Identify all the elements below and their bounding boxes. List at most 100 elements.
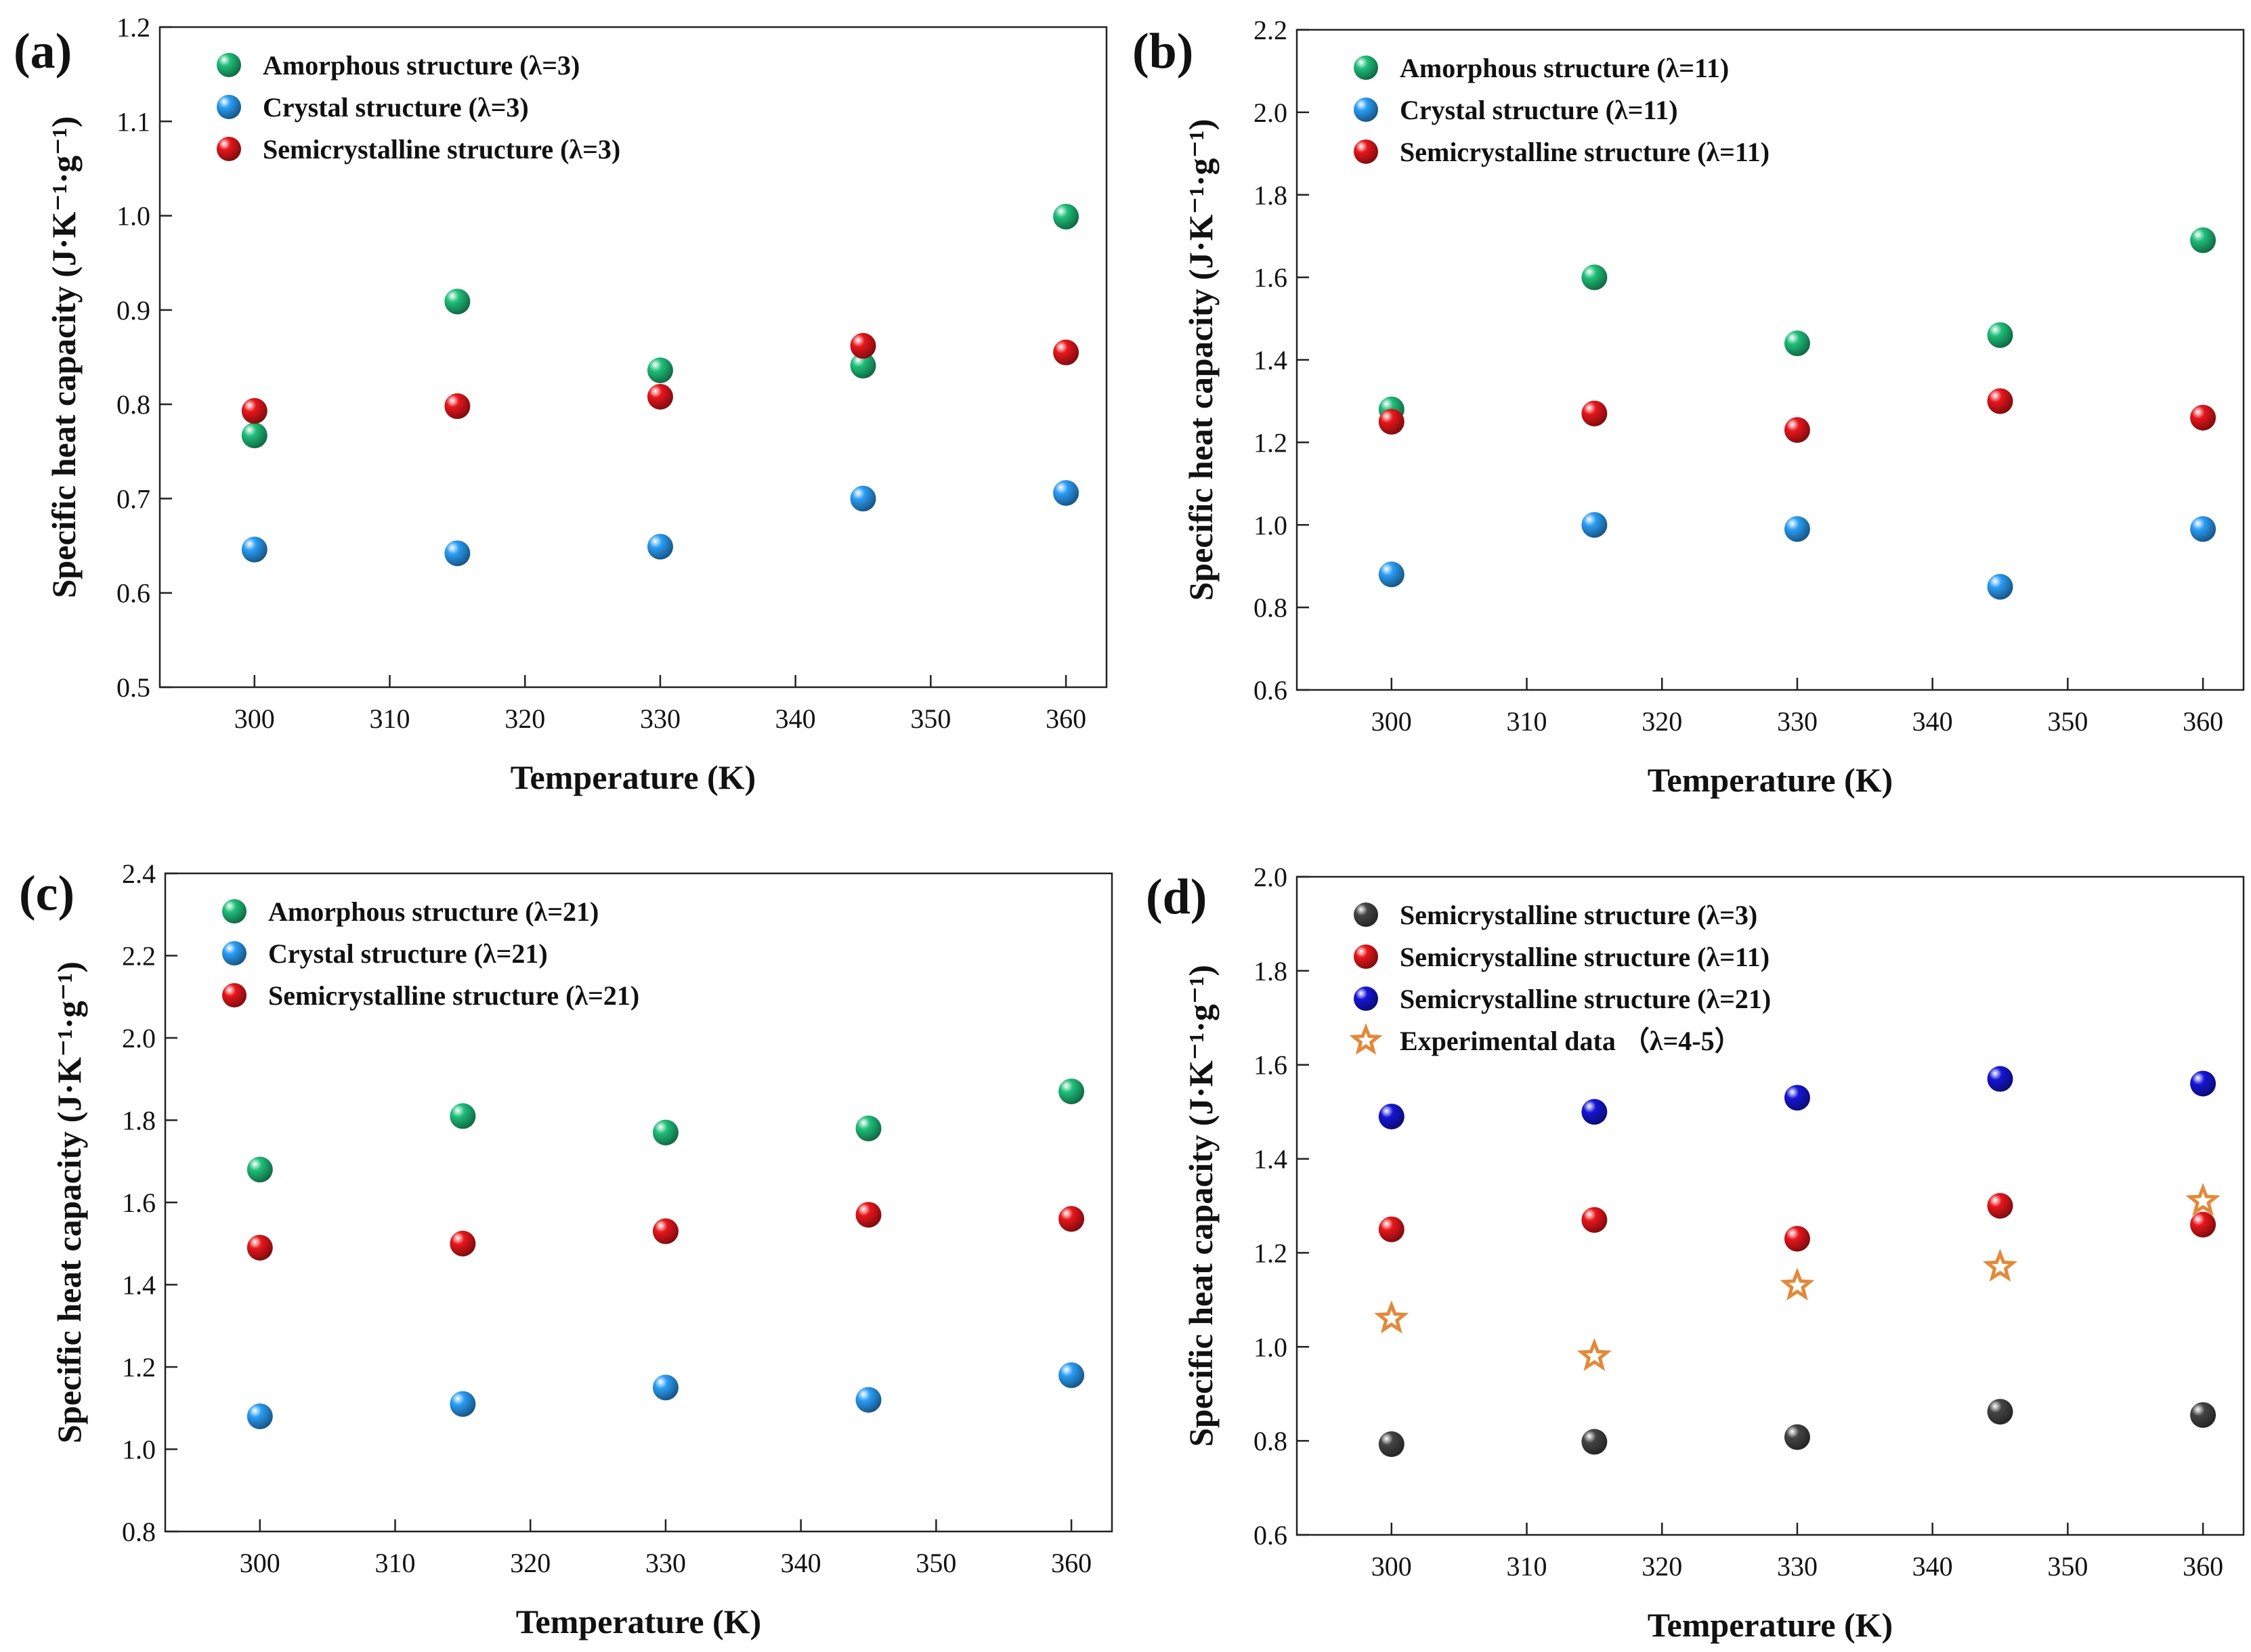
data-point [2190,1070,2216,1097]
data-point [1581,264,1608,290]
data-point [2190,227,2216,253]
legend: Amorphous structure (λ=11) Crystal struct… [1354,53,1770,167]
y-tick-label: 0.5 [116,672,150,703]
data-point [241,536,267,563]
panel-label: (a) [14,24,72,79]
legend-label: Semicrystalline structure (λ=21) [1400,984,1771,1014]
legend-marker [217,137,241,161]
data-point [1987,1193,2013,1219]
legend-label: Semicrystalline structure (λ=11) [1400,137,1770,167]
y-tick-label: 2.2 [122,941,156,972]
y-tick-label: 1.4 [1253,1144,1287,1175]
y-tick-label: 1.2 [1253,1238,1287,1268]
data-point [1058,1078,1085,1104]
data-point [241,422,267,449]
y-tick-label: 2.2 [1253,15,1287,45]
chart-panel: (a) 300 310 320 330 340 350 360 0.5 0.6 0.7 0.8 0.9 1… [14,12,1108,796]
legend-marker [222,983,246,1007]
x-tick-label: 320 [1642,1551,1682,1582]
legend-marker [1354,903,1378,927]
y-tick-label: 2.0 [122,1023,156,1053]
y-tick-label: 1.4 [1253,345,1287,376]
legend-label: Crystal structure (λ=11) [1400,95,1678,125]
data-point [1378,1216,1405,1242]
x-tick-label: 310 [370,703,410,734]
y-tick-label: 0.8 [1253,592,1287,623]
plot-frame [158,26,1108,689]
y-tick-label: 1.8 [1253,956,1287,986]
data-point [246,1234,273,1261]
data-point [1581,1099,1608,1125]
data-point [850,485,876,512]
data-point [444,288,471,315]
data-point [1784,1225,1810,1252]
data-point [1581,1429,1608,1455]
x-tick-label: 350 [910,703,951,734]
data-point [1378,561,1405,588]
legend: Amorphous structure (λ=3) Crystal structu… [217,50,620,165]
y-axis-title: Specific heat capacity (J·K⁻¹·g⁻¹) [50,961,88,1443]
plot-frame [1295,875,2245,1536]
data-point [241,397,267,424]
y-tick-label: 1.6 [1253,1050,1287,1081]
y-tick-label: 1.2 [122,1352,156,1383]
legend-marker [1354,944,1378,969]
y-tick-label: 1.1 [116,106,150,137]
legend: Amorphous structure (λ=21) Crystal struct… [222,896,639,1011]
data-point [1378,1104,1405,1130]
data-point [855,1115,882,1142]
x-tick-label: 350 [2047,706,2088,737]
y-tick-label: 0.6 [116,578,150,609]
data-point [1784,417,1810,443]
y-tick-label: 2.4 [122,858,156,889]
data-points [241,203,1079,567]
x-tick-label: 340 [775,703,816,734]
legend-label: Semicrystalline structure (λ=11) [1400,942,1770,972]
x-tick-label: 310 [375,1548,416,1578]
x-tick-label: 310 [1507,706,1547,737]
data-point [1784,516,1810,542]
legend-marker [222,899,246,923]
y-axis-title: Specific heat capacity (J·K⁻¹·g⁻¹) [45,116,83,599]
y-tick-label: 1.2 [116,12,150,43]
x-axis-title: Temperature (K) [1648,761,1893,799]
chart-panel: (c) 300 310 320 330 340 350 360 0.8 1.0 1.2 1.4 1.6 1… [19,858,1113,1640]
x-tick-label: 360 [1046,703,1086,734]
data-point [1784,330,1810,357]
x-tick-label: 360 [2183,1551,2223,1582]
data-point [2190,1211,2216,1238]
legend-marker [217,53,241,77]
data-point [444,540,471,567]
panel-label: (d) [1146,869,1207,925]
x-tick-label: 320 [1642,706,1682,737]
data-point [1987,573,2013,600]
legend-marker [1349,1023,1383,1055]
data-point [647,384,673,410]
y-tick-label: 1.6 [122,1188,156,1218]
x-tick-label: 330 [1777,1551,1818,1582]
x-tick-label: 310 [1507,1551,1547,1582]
data-point [652,1119,679,1146]
y-tick-label: 1.2 [1253,427,1287,458]
data-point [1058,1206,1085,1232]
data-point [1987,1399,2013,1425]
x-tick-label: 300 [1371,1551,1412,1582]
data-point [450,1103,476,1129]
legend-marker [1354,56,1378,80]
data-point [855,1202,882,1228]
y-tick-label: 1.4 [122,1270,156,1301]
legend-label: Semicrystalline structure (λ=21) [268,980,639,1011]
legend-label: Amorphous structure (λ=3) [263,50,580,81]
legend-label: Amorphous structure (λ=11) [1400,53,1729,83]
y-tick-label: 0.6 [1253,675,1287,705]
data-point [1058,1362,1085,1389]
y-tick-label: 1.0 [1253,1332,1287,1362]
data-point [652,1218,679,1244]
data-point [1374,1300,1409,1334]
y-tick-label: 1.8 [1253,180,1287,211]
y-tick-label: 0.6 [1253,1520,1287,1550]
y-tick-label: 1.0 [122,1435,156,1465]
legend: Semicrystalline structure (λ=3) Semicryst… [1349,900,1771,1056]
data-point [1053,480,1079,506]
